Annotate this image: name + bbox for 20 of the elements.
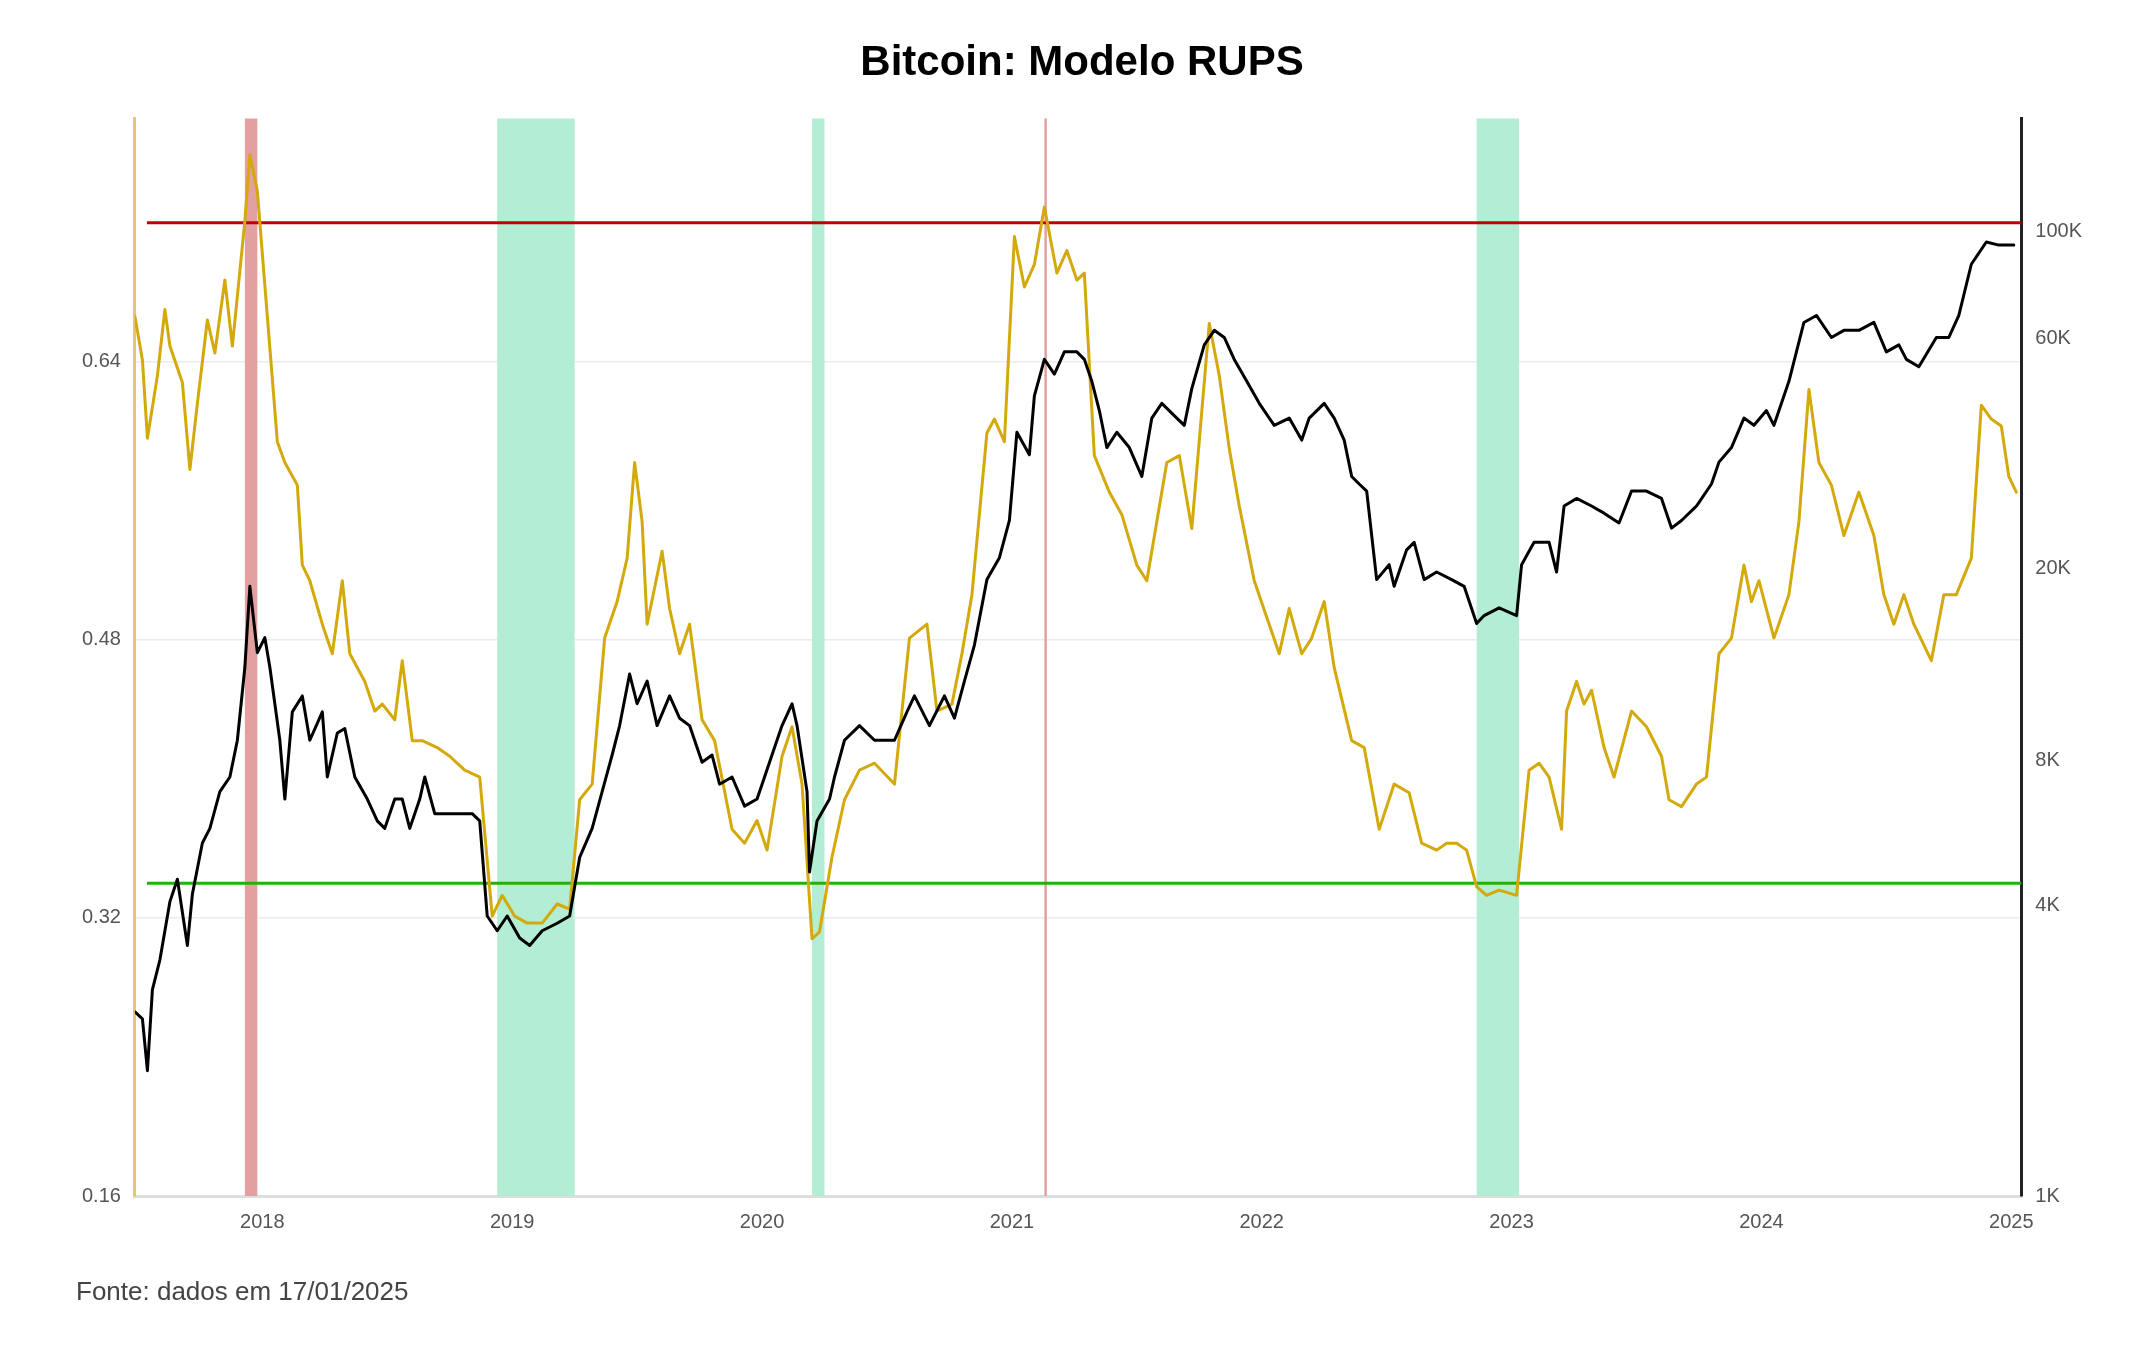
y-tick-label: 0.48 <box>81 627 121 650</box>
y2-tick-label: 100K <box>2035 219 2083 242</box>
x-tick-label: 2020 <box>739 1209 785 1232</box>
x-tick-label: 2023 <box>1489 1209 1534 1232</box>
y-tick-label: 0.16 <box>81 1183 121 1206</box>
x-tick-label: 2025 <box>1989 1209 2034 1232</box>
x-tick-label: 2019 <box>489 1209 535 1232</box>
x-tick-label: 2018 <box>240 1209 285 1232</box>
y-tick-label: 0.64 <box>81 349 121 372</box>
source-note: Fonte: dados em 17/01/2025 <box>76 1276 409 1306</box>
x-tick-label: 2022 <box>1239 1209 1284 1232</box>
y2-tick-label: 4K <box>2035 893 2061 916</box>
y2-tick-label: 1K <box>2035 1183 2061 1206</box>
x-tick-label: 2021 <box>989 1209 1035 1232</box>
chart-title: Bitcoin: Modelo RUPS <box>860 36 1304 84</box>
y2-tick-label: 20K <box>2035 556 2072 579</box>
y2-tick-label: 60K <box>2035 326 2072 349</box>
x-tick-label: 2024 <box>1739 1209 1784 1232</box>
y-tick-label: 0.32 <box>81 905 121 928</box>
y2-tick-label: 8K <box>2035 748 2061 771</box>
